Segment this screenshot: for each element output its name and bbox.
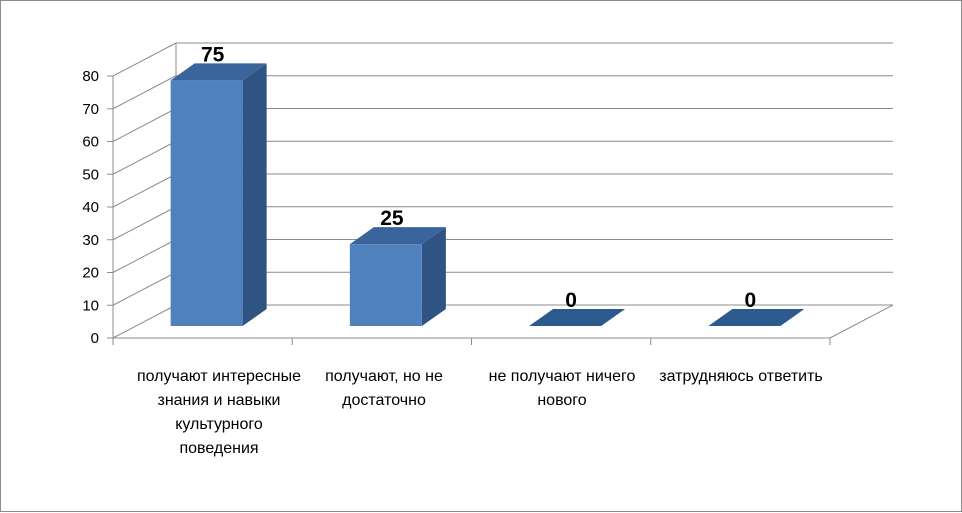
category-label-1: получают интересные знания и навыки куль… (136, 368, 302, 457)
y-axis-ticks: 0 10 20 30 40 50 60 70 80 (82, 68, 99, 347)
category-label-4: затрудняюсь ответить (659, 368, 823, 385)
bars (170, 63, 805, 326)
bar-top (349, 227, 446, 245)
data-label: 25 (380, 207, 404, 230)
category-label-3: не получают ничего нового (488, 368, 636, 409)
gridline-diagonal (112, 206, 177, 241)
gridline-diagonal (112, 239, 177, 273)
bar-zero (529, 309, 626, 326)
y-tick-label: 30 (82, 232, 99, 249)
y-tick-label: 70 (82, 101, 99, 118)
floor-right-edge (829, 304, 894, 339)
data-label: 0 (745, 289, 757, 312)
y-tick-label: 0 (91, 330, 99, 347)
data-labels: 75 25 0 0 (201, 43, 756, 312)
gridline-diagonal (112, 108, 177, 142)
category-label-2: получают, но не достаточно (325, 368, 443, 409)
y-tick-label: 50 (82, 166, 99, 183)
data-label: 75 (201, 43, 225, 66)
bar-top (170, 63, 267, 81)
chart-grid (107, 42, 894, 345)
gridline-diagonal (112, 140, 177, 175)
bar (349, 244, 422, 326)
gridline-diagonal (112, 271, 177, 306)
y-tick-label: 40 (82, 199, 99, 216)
gridline-diagonal (112, 304, 177, 339)
y-tick-label: 10 (82, 297, 99, 314)
gridline-diagonal (112, 42, 177, 77)
y-tick-label: 60 (82, 134, 99, 151)
y-tick-label: 80 (82, 68, 99, 85)
bar-side (242, 63, 267, 326)
data-label: 0 (565, 289, 577, 312)
gridline-diagonal (112, 75, 177, 110)
gridline-diagonal (112, 173, 177, 208)
y-tick-label: 20 (82, 265, 99, 282)
bar (170, 80, 243, 326)
bar-side (421, 227, 446, 326)
bar-zero (708, 309, 805, 326)
